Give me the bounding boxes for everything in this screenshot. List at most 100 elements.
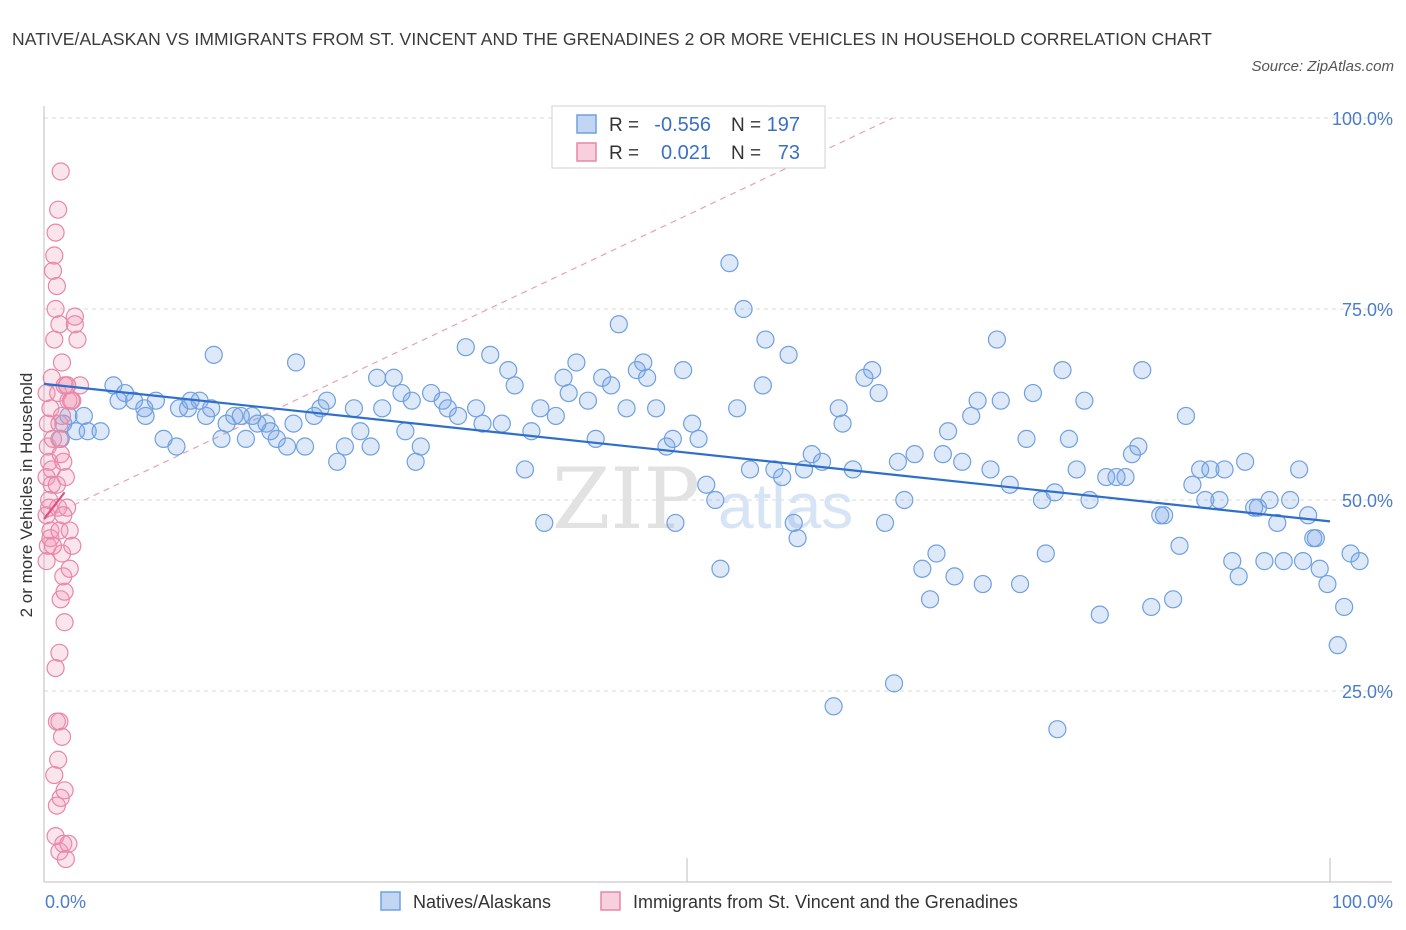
natives-point bbox=[753, 376, 772, 395]
legend-n-value-2: 73 bbox=[778, 142, 800, 164]
natives-point bbox=[1223, 552, 1242, 571]
natives-point bbox=[991, 391, 1010, 410]
natives-point bbox=[402, 391, 421, 410]
natives-point bbox=[91, 422, 110, 441]
natives-point bbox=[981, 460, 1000, 479]
natives-point bbox=[204, 345, 223, 364]
series-natives-points bbox=[51, 254, 1369, 739]
natives-point bbox=[602, 376, 621, 395]
natives-point bbox=[1067, 460, 1086, 479]
natives-point bbox=[1059, 429, 1079, 448]
natives-point bbox=[351, 422, 370, 441]
natives-point bbox=[212, 429, 231, 448]
immigrants-point bbox=[45, 330, 64, 349]
immigrants-point bbox=[46, 299, 65, 319]
natives-point bbox=[895, 490, 914, 510]
natives-point bbox=[962, 406, 981, 426]
natives-point bbox=[711, 559, 730, 578]
immigrants-point bbox=[51, 162, 70, 181]
natives-point bbox=[683, 414, 702, 433]
immigrants-point bbox=[47, 276, 66, 296]
natives-point bbox=[1281, 490, 1300, 510]
natives-point bbox=[1129, 437, 1148, 456]
immigrants-point bbox=[46, 658, 65, 678]
natives-point bbox=[663, 429, 682, 448]
immigrants-point bbox=[45, 765, 64, 785]
natives-point bbox=[1260, 490, 1279, 510]
immigrants-point bbox=[54, 506, 73, 525]
immigrants-point bbox=[54, 567, 73, 586]
natives-point bbox=[968, 391, 987, 410]
natives-point bbox=[344, 399, 364, 418]
pink-trend-dashed bbox=[43, 117, 894, 520]
natives-point bbox=[473, 414, 492, 433]
natives-point bbox=[920, 590, 940, 609]
natives-point bbox=[1116, 467, 1135, 487]
legend-swatch-blue bbox=[576, 114, 597, 134]
y-tick-labels: 25.0% 50.0% 75.0% 100.0% bbox=[1332, 109, 1393, 702]
series-immigrants-points bbox=[37, 162, 90, 869]
natives-point bbox=[1036, 544, 1055, 563]
natives-point bbox=[1201, 460, 1220, 479]
legend-r-label-2: R = bbox=[609, 143, 639, 164]
immigrants-point bbox=[50, 429, 69, 448]
immigrants-point bbox=[43, 536, 63, 555]
natives-point bbox=[1293, 552, 1313, 571]
legend-swatch-immigrants bbox=[600, 891, 621, 911]
natives-point bbox=[1075, 391, 1094, 410]
natives-point bbox=[1053, 361, 1072, 380]
natives-point bbox=[933, 445, 953, 464]
immigrants-point bbox=[50, 315, 69, 334]
natives-point bbox=[1306, 529, 1325, 548]
legend-label-immigrants: Immigrants from St. Vincent and the Gren… bbox=[633, 892, 1018, 912]
natives-point bbox=[1133, 361, 1152, 380]
y-tick-label-50: 50.0% bbox=[1342, 491, 1393, 511]
natives-point bbox=[1170, 536, 1189, 555]
natives-point bbox=[1048, 720, 1067, 739]
natives-point bbox=[1000, 475, 1019, 494]
natives-point bbox=[1255, 552, 1274, 571]
natives-point bbox=[1290, 460, 1309, 479]
immigrants-point bbox=[52, 353, 72, 372]
x-tick-label-100: 100.0% bbox=[1332, 892, 1393, 912]
x-tick-labels: 0.0% 100.0% bbox=[45, 892, 1393, 912]
grid-lines bbox=[44, 117, 1392, 692]
source-label: Source: ZipAtlas.com bbox=[1251, 58, 1394, 75]
natives-point bbox=[261, 422, 280, 441]
pink-trend-extension bbox=[43, 117, 894, 520]
natives-point bbox=[638, 368, 657, 387]
natives-point bbox=[1274, 552, 1293, 571]
natives-point bbox=[706, 490, 725, 510]
natives-point bbox=[466, 399, 486, 418]
immigrants-point bbox=[52, 727, 72, 746]
natives-point bbox=[869, 383, 888, 403]
natives-point bbox=[634, 353, 653, 372]
natives-point bbox=[392, 383, 411, 403]
watermark: ZIP atlas bbox=[552, 450, 853, 548]
natives-point bbox=[953, 452, 972, 471]
natives-point bbox=[945, 567, 964, 586]
immigrants-point bbox=[56, 849, 75, 869]
natives-point bbox=[225, 406, 244, 426]
immigrants-point bbox=[68, 330, 87, 349]
natives-point bbox=[277, 437, 297, 456]
natives-point bbox=[779, 345, 798, 364]
natives-point bbox=[499, 361, 518, 380]
legend-n-value-1: 197 bbox=[767, 114, 800, 136]
natives-point bbox=[1229, 567, 1248, 586]
natives-point bbox=[1155, 506, 1174, 525]
immigrants-trend-line bbox=[43, 491, 66, 520]
natives-point bbox=[217, 414, 236, 433]
trend-lines bbox=[43, 382, 1331, 523]
legend-n-label-2: N = bbox=[731, 143, 761, 164]
natives-point bbox=[384, 368, 403, 387]
natives-point bbox=[1097, 467, 1116, 487]
natives-point bbox=[888, 452, 908, 471]
stats-legend: R = -0.556 N = 197 R = 0.021 N = 73 bbox=[551, 105, 826, 169]
natives-point bbox=[1151, 506, 1170, 525]
immigrants-point bbox=[50, 643, 69, 662]
immigrants-point bbox=[46, 223, 65, 242]
natives-point bbox=[855, 368, 874, 387]
natives-point bbox=[647, 399, 666, 418]
